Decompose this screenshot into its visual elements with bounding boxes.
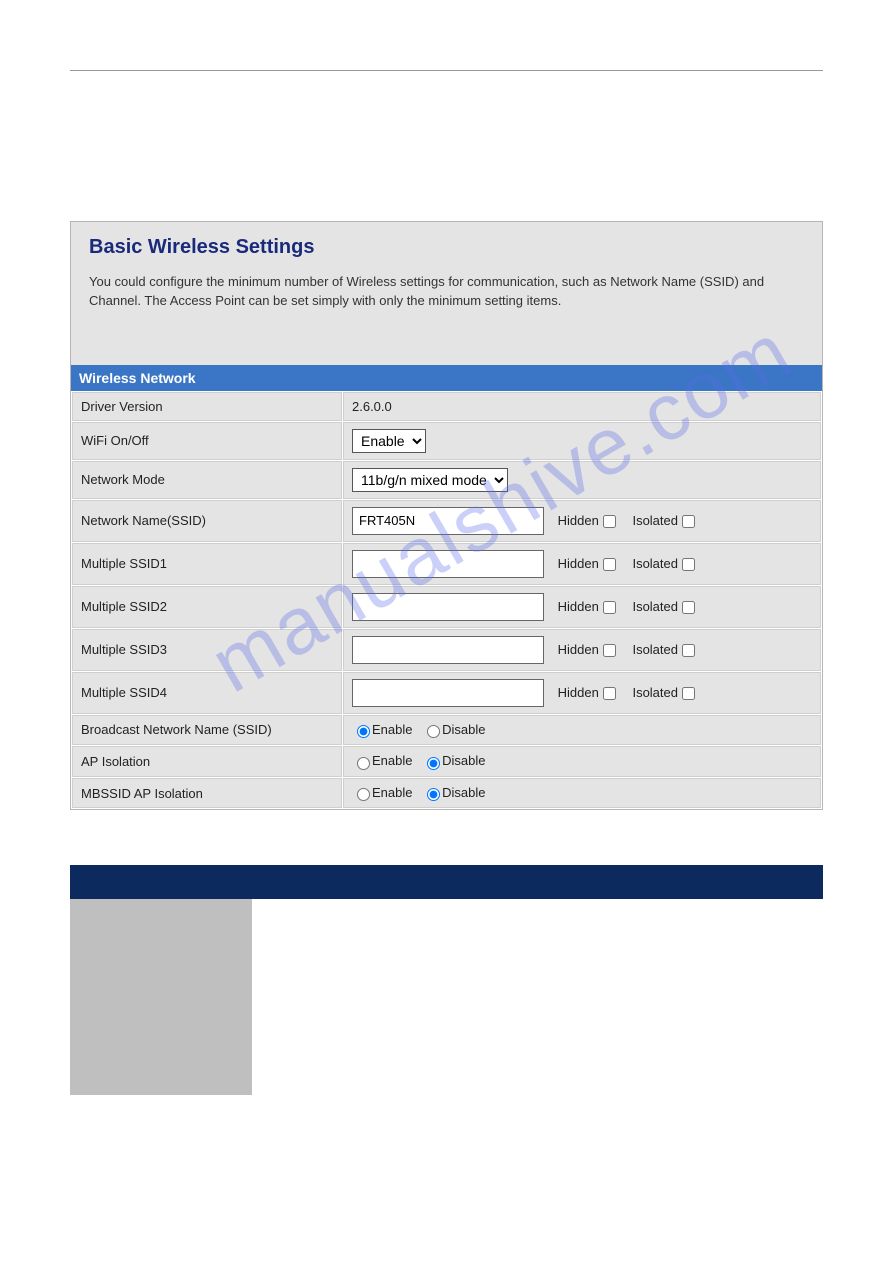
desc-cell-2l — [70, 933, 252, 967]
checkbox-hidden-3[interactable] — [603, 644, 616, 657]
input-ssid-main[interactable] — [352, 507, 544, 535]
label-mssid1: Multiple SSID1 — [72, 543, 342, 585]
checkbox-isolated-1[interactable] — [682, 558, 695, 571]
input-ssid2[interactable] — [352, 593, 544, 621]
label-wifi-onoff: WiFi On/Off — [72, 422, 342, 460]
desc-header-left — [70, 865, 252, 899]
panel-title: Basic Wireless Settings — [89, 236, 804, 259]
label-isolated-4: Isolated — [632, 685, 678, 700]
settings-panel: Basic Wireless Settings You could config… — [70, 221, 823, 810]
label-broadcast-disable: Disable — [442, 722, 485, 737]
checkbox-isolated-main[interactable] — [682, 515, 695, 528]
desc-cell-3r — [252, 967, 823, 1001]
checkbox-hidden-4[interactable] — [603, 687, 616, 700]
input-ssid1[interactable] — [352, 550, 544, 578]
desc-cell-3l — [70, 967, 252, 1001]
label-mssid4: Multiple SSID4 — [72, 672, 342, 714]
checkbox-hidden-2[interactable] — [603, 601, 616, 614]
radio-apiso-disable[interactable] — [427, 757, 440, 770]
radio-broadcast-disable[interactable] — [427, 725, 440, 738]
label-mssid2: Multiple SSID2 — [72, 586, 342, 628]
desc-cell-4l — [70, 1001, 252, 1095]
radio-broadcast-enable[interactable] — [357, 725, 370, 738]
top-divider — [70, 70, 823, 71]
select-network-mode[interactable]: 11b/g/n mixed mode — [352, 468, 508, 492]
desc-cell-4r — [252, 1001, 823, 1095]
row-ap-isolation: AP Isolation Enable Disable — [72, 746, 821, 777]
description-table — [70, 865, 823, 1095]
desc-row-1 — [70, 899, 823, 933]
value-driver-version: 2.6.0.0 — [343, 392, 821, 421]
label-apiso-disable: Disable — [442, 753, 485, 768]
row-mssid3: Multiple SSID3 Hidden Isolated — [72, 629, 821, 671]
label-isolated-1: Isolated — [632, 556, 678, 571]
desc-row-3 — [70, 967, 823, 1001]
label-hidden-2: Hidden — [558, 599, 599, 614]
checkbox-isolated-2[interactable] — [682, 601, 695, 614]
input-ssid3[interactable] — [352, 636, 544, 664]
label-network-mode: Network Mode — [72, 461, 342, 499]
row-mssid2: Multiple SSID2 Hidden Isolated — [72, 586, 821, 628]
checkbox-isolated-4[interactable] — [682, 687, 695, 700]
radio-mbapiso-disable[interactable] — [427, 788, 440, 801]
desc-header-row — [70, 865, 823, 899]
label-hidden-1: Hidden — [558, 556, 599, 571]
desc-cell-2r — [252, 933, 823, 967]
desc-row-2 — [70, 933, 823, 967]
desc-cell-1r — [252, 899, 823, 933]
desc-header-right — [252, 865, 823, 899]
label-ap-isolation: AP Isolation — [72, 746, 342, 777]
label-apiso-enable: Enable — [372, 753, 412, 768]
label-hidden-main: Hidden — [558, 513, 599, 528]
radio-apiso-enable[interactable] — [357, 757, 370, 770]
row-mbssid-ap-isolation: MBSSID AP Isolation Enable Disable — [72, 778, 821, 809]
label-isolated-2: Isolated — [632, 599, 678, 614]
label-mbapiso-disable: Disable — [442, 785, 485, 800]
section-header-wireless: Wireless Network — [71, 365, 822, 391]
label-isolated-3: Isolated — [632, 642, 678, 657]
label-mbapiso-enable: Enable — [372, 785, 412, 800]
wireless-settings-table: Driver Version 2.6.0.0 WiFi On/Off Enabl… — [71, 391, 822, 810]
panel-spacer — [71, 329, 822, 365]
desc-cell-1l — [70, 899, 252, 933]
label-broadcast: Broadcast Network Name (SSID) — [72, 715, 342, 746]
row-broadcast: Broadcast Network Name (SSID) Enable Dis… — [72, 715, 821, 746]
row-network-mode: Network Mode 11b/g/n mixed mode — [72, 461, 821, 499]
row-driver-version: Driver Version 2.6.0.0 — [72, 392, 821, 421]
radio-mbapiso-enable[interactable] — [357, 788, 370, 801]
checkbox-hidden-1[interactable] — [603, 558, 616, 571]
row-wifi-onoff: WiFi On/Off Enable — [72, 422, 821, 460]
select-wifi-onoff[interactable]: Enable — [352, 429, 426, 453]
checkbox-hidden-main[interactable] — [603, 515, 616, 528]
label-hidden-3: Hidden — [558, 642, 599, 657]
desc-row-4 — [70, 1001, 823, 1095]
row-network-name: Network Name(SSID) Hidden Isolated — [72, 500, 821, 542]
label-mssid3: Multiple SSID3 — [72, 629, 342, 671]
row-mssid4: Multiple SSID4 Hidden Isolated — [72, 672, 821, 714]
checkbox-isolated-3[interactable] — [682, 644, 695, 657]
label-broadcast-enable: Enable — [372, 722, 412, 737]
row-mssid1: Multiple SSID1 Hidden Isolated — [72, 543, 821, 585]
label-mbssid-ap-isolation: MBSSID AP Isolation — [72, 778, 342, 809]
input-ssid4[interactable] — [352, 679, 544, 707]
label-driver-version: Driver Version — [72, 392, 342, 421]
label-hidden-4: Hidden — [558, 685, 599, 700]
label-isolated-main: Isolated — [632, 513, 678, 528]
panel-description: You could configure the minimum number o… — [89, 273, 804, 311]
label-network-name: Network Name(SSID) — [72, 500, 342, 542]
